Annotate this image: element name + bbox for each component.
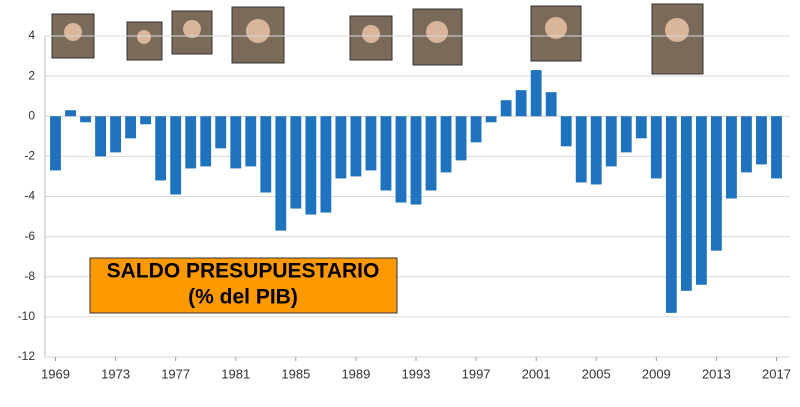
x-tick-label: 1985: [281, 366, 310, 381]
bar: [635, 116, 647, 139]
x-tick-label: 1981: [221, 366, 250, 381]
bar: [380, 116, 392, 191]
bar: [620, 116, 632, 153]
bar: [215, 116, 227, 149]
bar: [245, 116, 257, 167]
y-tick-label: 0: [28, 108, 35, 122]
bar: [95, 116, 106, 157]
bar: [650, 116, 662, 179]
chart-subtitle: (% del PIB): [188, 286, 298, 309]
bar: [590, 116, 602, 185]
bar: [726, 116, 737, 199]
y-tick-label: -6: [24, 229, 35, 243]
bar: [530, 70, 542, 117]
bar: [170, 116, 182, 195]
bar: [230, 116, 242, 169]
x-tick-label: 1977: [161, 366, 190, 381]
bar: [741, 116, 752, 173]
x-tick-label: 2005: [582, 366, 611, 381]
bar: [575, 116, 587, 183]
bar: [395, 116, 407, 203]
bar: [500, 100, 512, 117]
y-tick-label: -2: [24, 149, 35, 163]
y-tick-label: -8: [24, 269, 35, 283]
x-tick-label: 1989: [341, 366, 370, 381]
bar: [125, 116, 137, 139]
bar: [560, 116, 572, 147]
bar: [440, 116, 452, 173]
bar: [455, 116, 467, 161]
bar: [50, 116, 61, 171]
y-tick-label: 2: [28, 68, 35, 82]
portraits: [51, 3, 704, 75]
bar: [320, 116, 332, 213]
chart-title: SALDO PRESUPUESTARIO: [107, 260, 380, 283]
bar: [695, 116, 707, 285]
bar: [65, 110, 76, 117]
bar: [485, 116, 497, 123]
bar: [425, 116, 437, 191]
bar: [665, 116, 677, 313]
x-tick-label: 1997: [462, 366, 491, 381]
bar: [290, 116, 302, 209]
y-tick-label: -12: [18, 349, 36, 363]
x-tick-label: 1973: [101, 366, 130, 381]
bar: [260, 116, 272, 193]
x-tick-label: 2013: [702, 366, 731, 381]
title-box: [89, 257, 398, 314]
bar: [140, 116, 152, 125]
bar: [771, 116, 782, 179]
bar: [110, 116, 122, 153]
x-tick-label: 2017: [762, 366, 791, 381]
y-tick-label: -10: [18, 309, 36, 323]
x-tick-label: 2009: [642, 366, 671, 381]
bar: [305, 116, 317, 215]
bar: [710, 116, 722, 251]
bar: [80, 116, 91, 123]
x-tick-label: 1969: [41, 366, 70, 381]
bar: [200, 116, 212, 167]
plot: -12 -10 -8 -6 -4 -2 0 2 4 1969 1973 1977 1981 1985 198…: [18, 28, 791, 381]
bar: [155, 116, 167, 181]
bar: [365, 116, 377, 171]
bar: [350, 116, 362, 177]
bar: [605, 116, 617, 167]
bar: [756, 116, 767, 165]
y-tick-label: 4: [28, 28, 35, 42]
bar: [545, 92, 557, 117]
bar: [335, 116, 347, 179]
bar: [470, 116, 482, 143]
y-tick-label: -4: [24, 189, 35, 203]
x-tick-label: 1993: [402, 366, 431, 381]
bar: [275, 116, 287, 231]
x-tick-label: 2001: [522, 366, 551, 381]
bar: [410, 116, 422, 205]
bar: [680, 116, 692, 291]
bar: [515, 90, 527, 117]
bar: [185, 116, 197, 169]
